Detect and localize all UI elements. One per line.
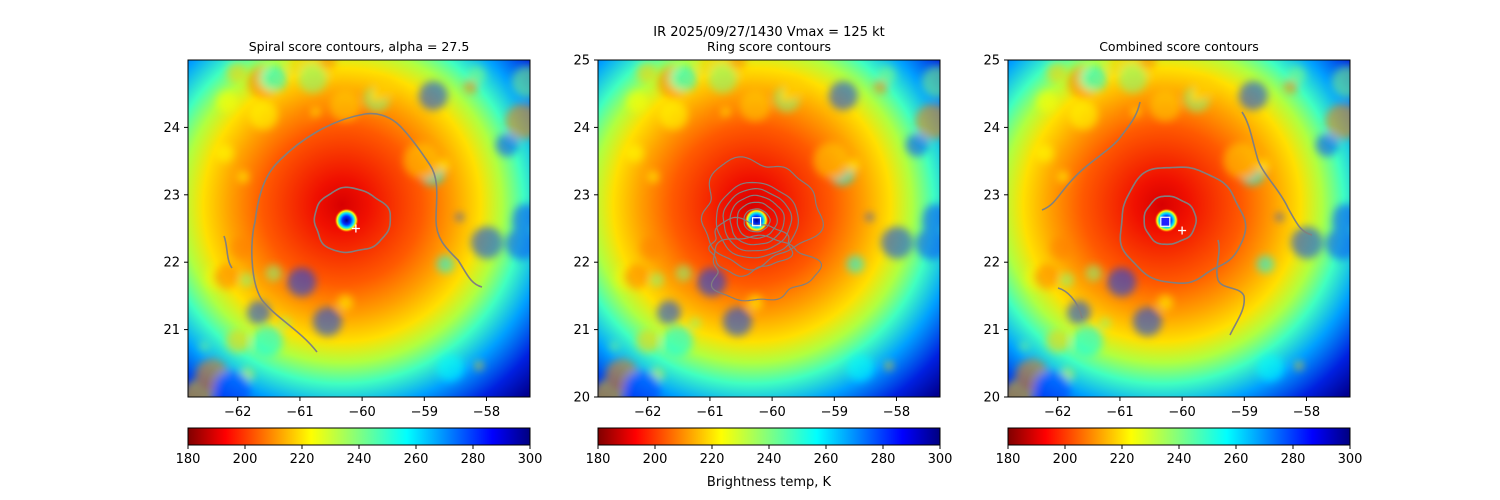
heatmap [188, 60, 530, 397]
storm-eye [744, 208, 769, 233]
y-tick-label: 21 [573, 323, 590, 338]
plot-frame [1007, 59, 1351, 398]
colorbar-tick-label: 220 [1110, 452, 1135, 467]
colorbar-tick-label: 280 [871, 452, 896, 467]
y-tick-label: 23 [573, 188, 590, 203]
y-tick-label: 25 [983, 54, 1000, 69]
colorbar-tick-label: 260 [814, 452, 839, 467]
colorbar-tick-label: 300 [1338, 452, 1363, 467]
x-tick-label: −62 [634, 405, 661, 420]
y-tick-label: 23 [983, 188, 1000, 203]
colorbar-tick-label: 220 [700, 452, 725, 467]
panel-3: Combined score contours −62 −61 −60 −59 −58 20… [983, 39, 1363, 467]
colorbar-tick-label: 280 [461, 452, 486, 467]
y-tick-label: 22 [163, 256, 180, 271]
colorbar-tick-label: 260 [1224, 452, 1249, 467]
x-tick-label: −58 [1293, 405, 1320, 420]
colorbar: 180 200 220 240 260 280 300 [176, 427, 543, 467]
colorbar-tick-label: 260 [404, 452, 429, 467]
panel-title: Combined score contours [1099, 39, 1259, 54]
best-track-marker [351, 224, 360, 233]
y-tick-label: 20 [573, 391, 590, 406]
colorbar: 180 200 220 240 260 280 300 [586, 427, 953, 467]
y-tick-label: 23 [163, 188, 180, 203]
colorbar-tick-label: 180 [996, 452, 1021, 467]
colorbar-tick-label: 240 [1167, 452, 1192, 467]
plot-frame [187, 59, 531, 398]
colorbar-tick-label: 300 [928, 452, 953, 467]
score-contours [223, 112, 483, 353]
score-contours [700, 156, 824, 302]
y-tick-label: 24 [573, 121, 590, 136]
x-tick-label: −60 [1168, 405, 1195, 420]
y-tick-label: 24 [983, 121, 1000, 136]
combined-center-marker [1160, 216, 1171, 227]
colorbar-tick-label: 300 [518, 452, 543, 467]
figure-suptitle: IR 2025/09/27/1430 Vmax = 125 kt [653, 25, 884, 40]
colorbar-label: Brightness temp, K [707, 475, 832, 490]
colorbar-tick-label: 240 [757, 452, 782, 467]
colorbar-tick-label: 240 [347, 452, 372, 467]
colorbar-tick-label: 180 [176, 452, 201, 467]
heatmap [1008, 60, 1350, 397]
x-tick-label: −59 [1231, 405, 1258, 420]
y-tick-label: 22 [573, 256, 590, 271]
x-tick-label: −58 [883, 405, 910, 420]
y-tick-label: 21 [163, 323, 180, 338]
panel-title: Spiral score contours, alpha = 27.5 [249, 39, 470, 54]
y-tick-label: 25 [573, 54, 590, 69]
colorbar-tick-label: 200 [1053, 452, 1078, 467]
x-tick-label: −62 [224, 405, 251, 420]
x-tick-label: −61 [286, 405, 313, 420]
x-tick-label: −60 [348, 405, 375, 420]
colorbar-tick-label: 220 [290, 452, 315, 467]
x-tick-label: −59 [821, 405, 848, 420]
x-tick-label: −62 [1044, 405, 1071, 420]
plot-frame [597, 59, 941, 398]
y-tick-label: 22 [983, 256, 1000, 271]
x-tick-label: −58 [473, 405, 500, 420]
score-contours [1041, 101, 1313, 336]
y-tick-label: 24 [163, 121, 180, 136]
colorbar-tick-label: 200 [643, 452, 668, 467]
y-tick-label: 20 [983, 391, 1000, 406]
x-tick-label: −60 [758, 405, 785, 420]
colorbar-tick-label: 180 [586, 452, 611, 467]
panel-2: Ring score contours −62 −61 −60 −59 −58 20 21 22… [573, 39, 953, 467]
best-track-marker [1178, 226, 1187, 235]
ring-center-marker [751, 217, 762, 227]
y-tick-label: 21 [983, 323, 1000, 338]
panel-1: Spiral score contours, alpha = 27.5 −62 −6… [163, 39, 543, 467]
colorbar-tick-label: 200 [233, 452, 258, 467]
x-tick-label: −61 [696, 405, 723, 420]
colorbar-tick-label: 280 [1281, 452, 1306, 467]
panel-title: Ring score contours [707, 39, 831, 54]
x-tick-label: −61 [1106, 405, 1133, 420]
heatmap [598, 60, 940, 397]
colorbar: 180 200 220 240 260 280 300 [996, 427, 1363, 467]
storm-eye [334, 208, 359, 233]
x-tick-label: −59 [411, 405, 438, 420]
